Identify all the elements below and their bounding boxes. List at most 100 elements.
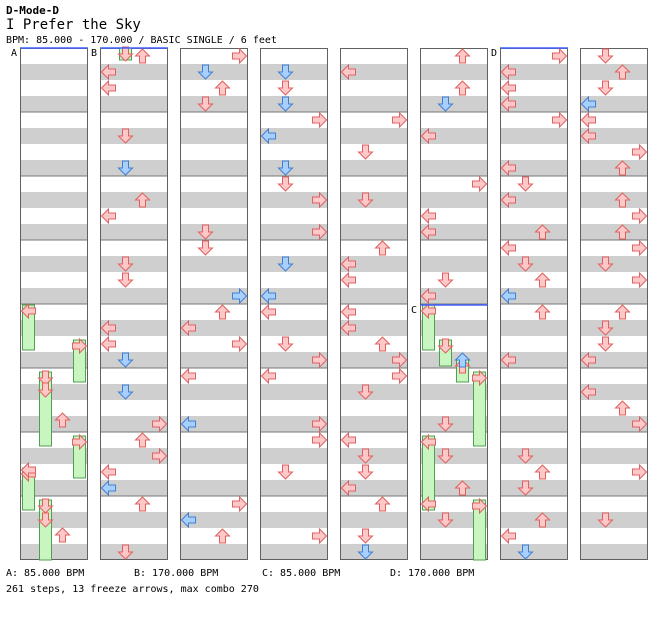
- left-arrow-icon: [500, 287, 516, 305]
- left-arrow-icon: [100, 207, 116, 225]
- beat-stripe: [420, 96, 488, 112]
- beat-stripe: [500, 96, 568, 112]
- left-arrow-icon: [500, 527, 516, 545]
- beat-stripe: [180, 416, 248, 432]
- beat-stripe: [180, 480, 248, 496]
- left-arrow-icon: [180, 511, 196, 529]
- beat-stripe: [340, 512, 408, 528]
- beat-stripe: [500, 480, 568, 496]
- beat-stripe: [20, 544, 88, 560]
- beat-stripe: [340, 384, 408, 400]
- beat-stripe: [580, 320, 648, 336]
- beat-stripe: [180, 288, 248, 304]
- up-arrow-icon: [614, 224, 631, 240]
- beat-stripe: [580, 288, 648, 304]
- down-arrow-icon: [517, 480, 534, 496]
- beat-stripe: [500, 320, 568, 336]
- up-arrow-icon: [214, 528, 231, 544]
- beat-stripe: [20, 256, 88, 272]
- right-arrow-icon: [632, 239, 648, 257]
- down-arrow-icon: [277, 256, 294, 272]
- down-arrow-icon: [117, 384, 134, 400]
- left-arrow-icon: [420, 433, 436, 451]
- right-arrow-icon: [472, 369, 488, 387]
- bpm-marker-label: D: [491, 48, 497, 59]
- right-arrow-icon: [472, 175, 488, 193]
- right-arrow-icon: [312, 351, 328, 369]
- stats-line: 261 steps, 13 freeze arrows, max combo 2…: [6, 584, 259, 595]
- left-arrow-icon: [500, 239, 516, 257]
- left-arrow-icon: [420, 223, 436, 241]
- up-arrow-icon: [134, 496, 151, 512]
- beat-stripe: [500, 160, 568, 176]
- beat-stripe: [180, 448, 248, 464]
- up-arrow-icon: [614, 192, 631, 208]
- column-border: [260, 48, 328, 560]
- beat-stripe: [420, 224, 488, 240]
- up-arrow-icon: [374, 240, 391, 256]
- right-arrow-icon: [632, 143, 648, 161]
- beat-stripe: [340, 96, 408, 112]
- down-arrow-icon: [437, 338, 454, 354]
- beat-stripe: [500, 352, 568, 368]
- down-arrow-icon: [117, 160, 134, 176]
- beat-stripe: [500, 64, 568, 80]
- right-arrow-icon: [152, 447, 168, 465]
- beat-stripe: [500, 224, 568, 240]
- down-arrow-icon: [117, 46, 134, 62]
- down-arrow-icon: [37, 512, 54, 528]
- beat-stripe: [260, 544, 328, 560]
- up-arrow-icon: [134, 48, 151, 64]
- down-arrow-icon: [277, 336, 294, 352]
- beat-stripe: [20, 288, 88, 304]
- left-arrow-icon: [100, 319, 116, 337]
- beat-stripe: [260, 160, 328, 176]
- beat-stripe: [20, 128, 88, 144]
- beat-stripe: [100, 352, 168, 368]
- beat-stripe: [420, 192, 488, 208]
- down-arrow-icon: [197, 240, 214, 256]
- down-arrow-icon: [597, 512, 614, 528]
- beat-stripe: [260, 384, 328, 400]
- beat-stripe: [100, 416, 168, 432]
- up-arrow-icon: [54, 527, 71, 543]
- column-border: [340, 48, 408, 560]
- down-arrow-icon: [117, 128, 134, 144]
- beat-stripe: [340, 256, 408, 272]
- down-arrow-icon: [597, 320, 614, 336]
- beat-stripe: [580, 544, 648, 560]
- beat-stripe: [20, 96, 88, 112]
- down-arrow-icon: [357, 464, 374, 480]
- beat-stripe: [180, 96, 248, 112]
- left-arrow-icon: [340, 255, 356, 273]
- beat-stripe: [420, 512, 488, 528]
- beat-stripe: [500, 384, 568, 400]
- beat-stripe: [340, 416, 408, 432]
- bpm-legend-c: C: 85.000 BPM: [262, 568, 341, 579]
- beat-stripe: [20, 64, 88, 80]
- beat-stripe: [420, 480, 488, 496]
- column-border: [580, 48, 648, 560]
- left-arrow-icon: [500, 79, 516, 97]
- song-title: I Prefer the Sky: [6, 17, 141, 33]
- right-arrow-icon: [632, 415, 648, 433]
- down-arrow-icon: [437, 448, 454, 464]
- right-arrow-icon: [312, 415, 328, 433]
- down-arrow-icon: [437, 416, 454, 432]
- left-arrow-icon: [100, 79, 116, 97]
- beat-stripe: [180, 544, 248, 560]
- up-arrow-icon: [214, 80, 231, 96]
- column-border: [420, 48, 488, 560]
- up-arrow-icon: [134, 432, 151, 448]
- beat-stripe: [580, 160, 648, 176]
- bpm-marker-label: C: [411, 305, 417, 316]
- beat-stripe: [260, 192, 328, 208]
- beat-stripe: [100, 320, 168, 336]
- beat-stripe: [420, 64, 488, 80]
- beat-stripe: [180, 192, 248, 208]
- beat-stripe: [180, 160, 248, 176]
- bpm-legend: A: 85.000 BPM B: 170.000 BPM C: 85.000 B…: [0, 568, 672, 582]
- beat-stripe: [420, 384, 488, 400]
- left-arrow-icon: [580, 127, 596, 145]
- beat-stripe: [500, 416, 568, 432]
